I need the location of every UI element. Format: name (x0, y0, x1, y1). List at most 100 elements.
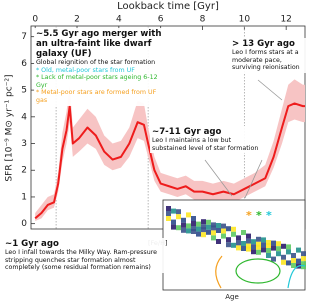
heatmap-cell (171, 208, 176, 214)
heatmap-cell (261, 242, 266, 248)
heatmap-cell (256, 236, 261, 242)
heatmap-cell (176, 214, 181, 220)
x-tick-label: 4 (116, 15, 122, 25)
heatmap-cell (186, 228, 191, 234)
y-tick-label: 2 (21, 166, 27, 176)
heatmap-cell (191, 229, 196, 234)
x-tick-label: 0 (32, 15, 38, 25)
y-tick-label: 3 (21, 139, 27, 149)
inset-contour (287, 264, 306, 289)
heatmap-cell (246, 238, 251, 244)
heatmap-cell (221, 223, 226, 229)
heatmap-cell (266, 240, 271, 245)
heatmap-cell (261, 247, 266, 253)
heatmap-cell (241, 241, 246, 246)
y-tick-label: 6 (21, 59, 27, 69)
heatmap-cell (191, 216, 196, 221)
inset-x-label: Age (225, 293, 239, 301)
heatmap-cell (221, 228, 226, 234)
heatmap-cell (276, 251, 281, 257)
heatmap-cell (226, 237, 231, 243)
annotation-title: > 13 Gyr ago (232, 39, 295, 49)
annotation: > 13 Gyr ago Leo I forms stars at a moder… (230, 38, 312, 73)
heatmap-cell (261, 237, 266, 243)
heatmap-cell (201, 232, 206, 238)
heatmap-cell (226, 226, 231, 232)
heatmap-cell (236, 245, 241, 251)
heatmap-cell (246, 243, 251, 249)
heatmap-cell (216, 239, 221, 244)
heatmap-cell (276, 241, 281, 247)
heatmap-cell (211, 235, 216, 241)
heatmap-cell (176, 225, 181, 231)
heatmap-cell (286, 249, 291, 255)
x-tick-label: 12 (280, 15, 291, 25)
heatmap-cell (291, 263, 296, 268)
heatmap-cell (291, 253, 296, 258)
heatmap-cell (246, 246, 251, 252)
heatmap-cell (251, 249, 256, 255)
heatmap-cell (241, 246, 246, 251)
heatmap-cell (166, 216, 171, 221)
heatmap-cell (256, 241, 261, 247)
heatmap-cell (191, 221, 196, 226)
heatmap-cell (286, 260, 291, 266)
heatmap-cell (181, 222, 186, 228)
inset-marker: * (266, 209, 272, 222)
heatmap-cell (186, 223, 191, 229)
heatmap-cell (196, 221, 201, 227)
x-axis-title: Lookback time [Gyr] (117, 1, 219, 12)
heatmap-cell (241, 230, 246, 235)
inset-marker: * (256, 209, 262, 222)
heatmap-cell (211, 225, 216, 231)
heatmap-cell (266, 248, 271, 253)
heatmap-cell (201, 224, 206, 230)
heatmap-cell (271, 245, 276, 251)
annotation: ~5.5 Gyr ago merger with an ultra-faint … (34, 28, 168, 106)
annotation-text: Leo I forms stars at a moderate pace, su… (232, 49, 300, 72)
uncertainty-band (35, 79, 306, 221)
heatmap-cell (251, 244, 256, 250)
heatmap-cell (301, 256, 306, 262)
heatmap-cell (296, 258, 301, 264)
inset: * * * (162, 199, 306, 291)
y-tick-label: 4 (21, 112, 27, 122)
annotation: ~7-11 Gyr ago Leo I maintains a low but s… (150, 126, 262, 154)
heatmap-cell (231, 231, 236, 237)
heatmap-cell (266, 243, 271, 248)
x-tick-label: 6 (158, 15, 164, 25)
heatmap-cell (226, 242, 231, 248)
heatmap-cell (266, 253, 271, 258)
heatmap-cell (301, 251, 306, 257)
y-tick-label: 5 (21, 86, 27, 96)
heatmap-cell (221, 233, 226, 239)
inset-contour (235, 258, 281, 284)
heatmap-cell (271, 256, 276, 262)
inset-contour (215, 255, 223, 289)
annotation-note: * Metal-poor stars are formed from UF ga… (36, 89, 157, 104)
annotation: ~1 Gyr ago Leo I infall towards the Milky… (3, 238, 165, 273)
heatmap-cell (256, 249, 261, 255)
y-tick-label: 7 (21, 32, 27, 42)
heatmap-cell (176, 209, 181, 215)
heatmap-cell (191, 226, 196, 231)
heatmap-cell (251, 239, 256, 245)
heatmap-cell (206, 229, 211, 235)
heatmap-cell (211, 230, 216, 236)
heatmap-cell (171, 219, 176, 225)
heatmap-cell (281, 259, 286, 265)
connector (257, 79, 283, 101)
annotation-text: Leo I infall towards the Milky Way. Ram-… (5, 249, 158, 272)
heatmap-cell (301, 264, 306, 270)
heatmap-cell (231, 242, 236, 248)
heatmap-cell (181, 227, 186, 233)
x-tick-label: 10 (239, 15, 251, 25)
annotation-title: ~1 Gyr ago (5, 239, 59, 249)
annotation-text: Global reignition of the star formation (36, 59, 156, 66)
heatmap-cell (231, 226, 236, 232)
heatmap-cell (196, 231, 201, 237)
heatmap-cell (256, 244, 261, 250)
heatmap-cell (196, 226, 201, 232)
heatmap-cell (181, 217, 186, 223)
